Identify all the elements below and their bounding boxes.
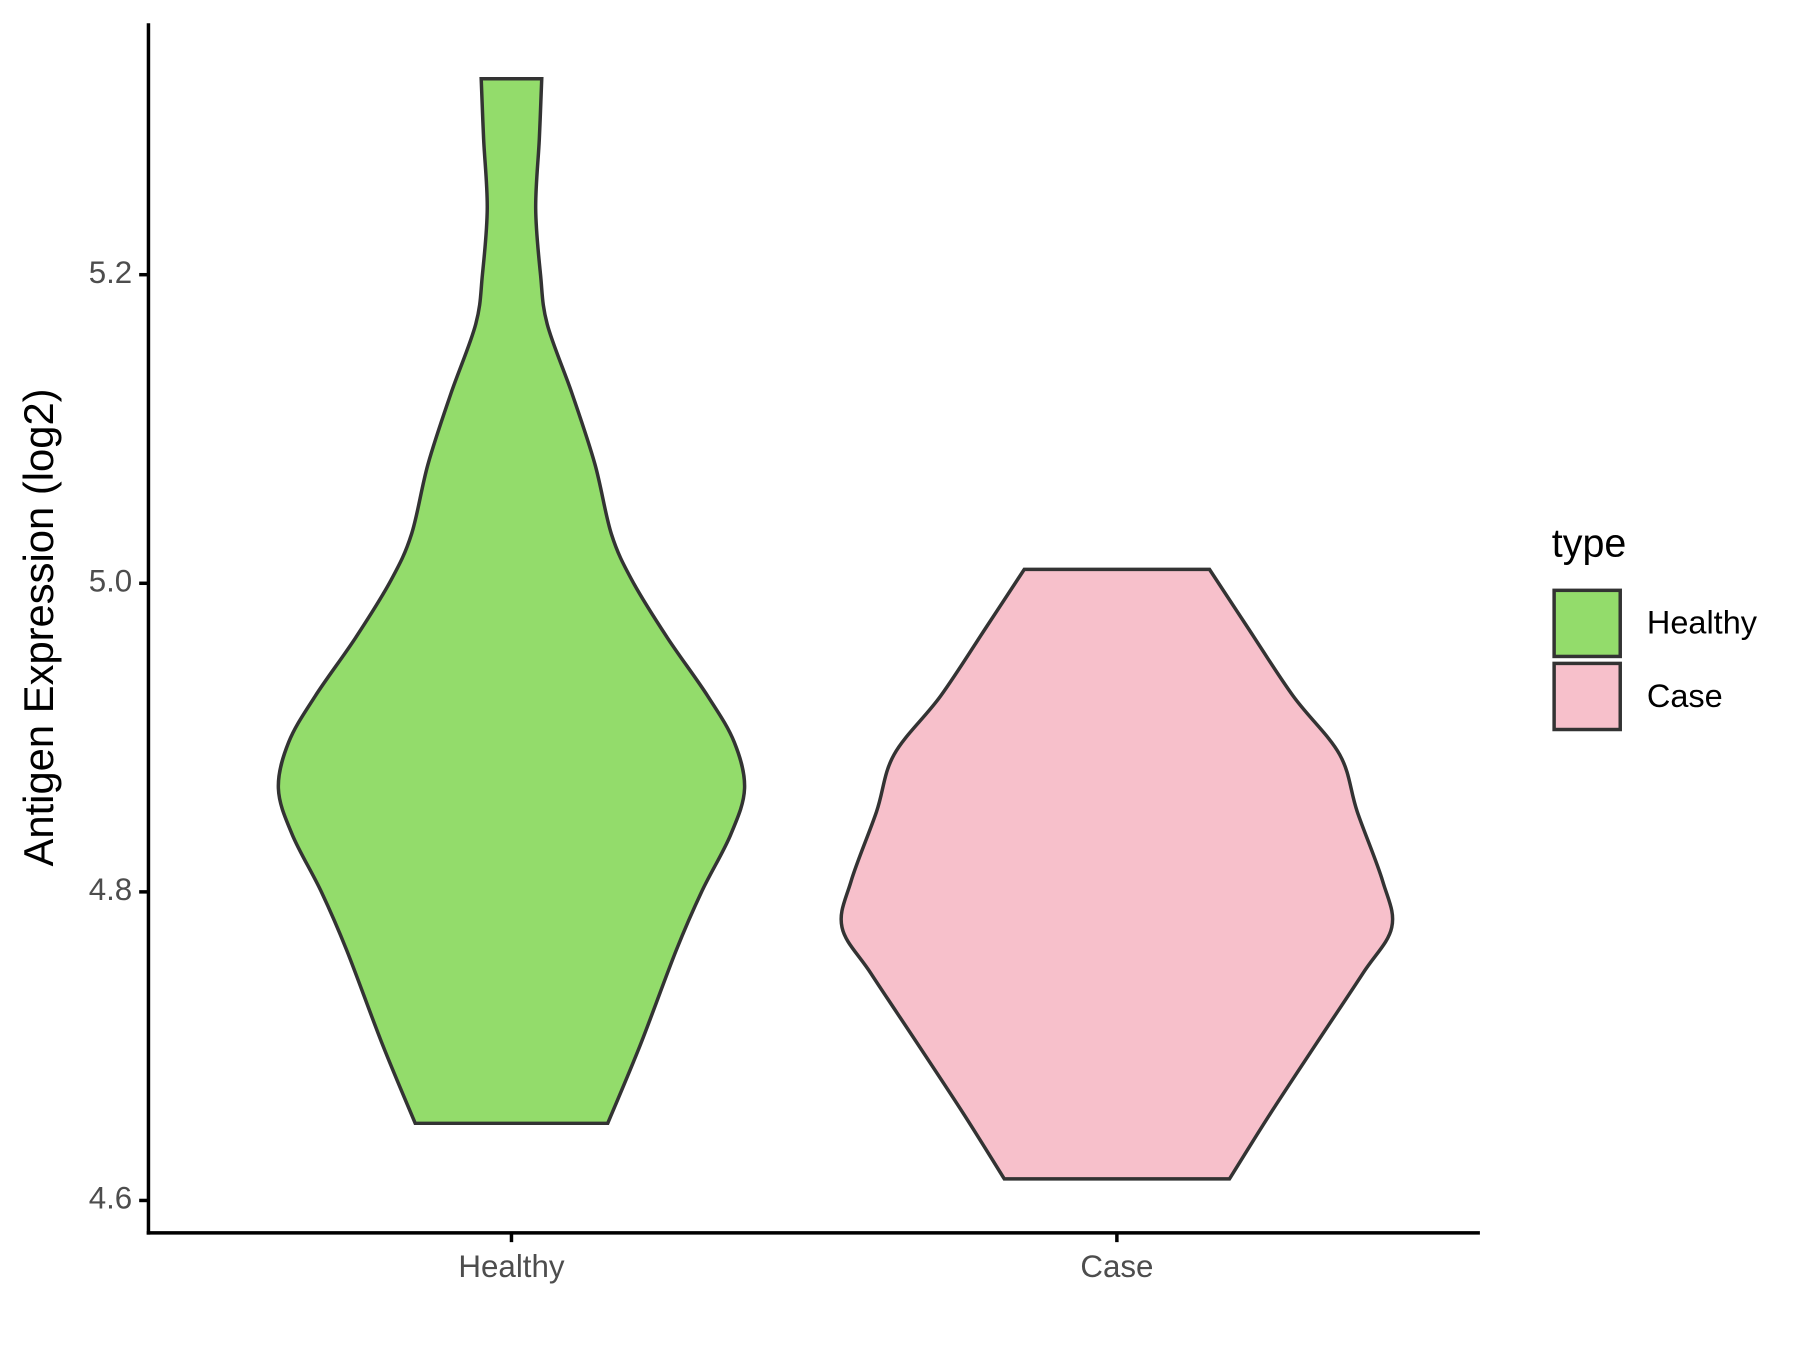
x-tick-label: Healthy: [458, 1249, 564, 1284]
legend-key: [1552, 661, 1622, 732]
violin: [276, 77, 747, 1126]
legend-label: Healthy: [1647, 605, 1758, 641]
x-tick-label: Case: [1080, 1249, 1153, 1284]
y-tick-label: 4.6: [89, 1181, 133, 1216]
y-tick-label: 4.8: [89, 872, 133, 907]
y-tick-label: 5.0: [89, 564, 133, 599]
y-axis-title: Antigen Expression (log2): [15, 388, 62, 866]
legend-title: type: [1552, 522, 1627, 566]
legend-key: [1552, 588, 1622, 659]
y-tick-label: 5.2: [89, 255, 133, 290]
legend-label: Case: [1647, 678, 1723, 714]
violin: [839, 567, 1395, 1181]
